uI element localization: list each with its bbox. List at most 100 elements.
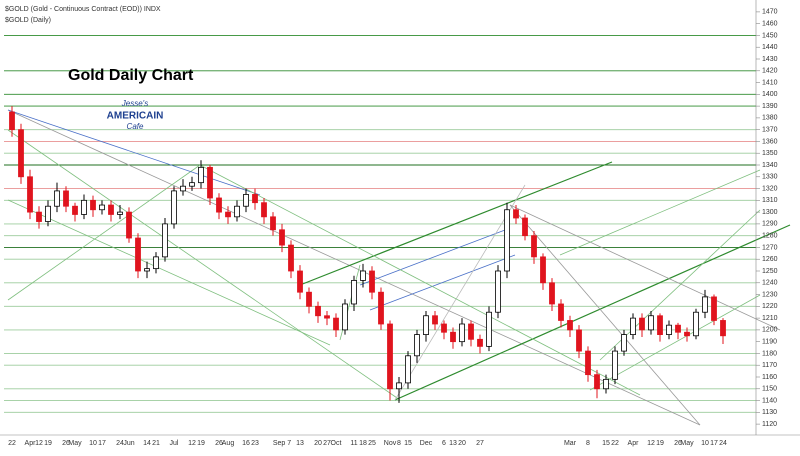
candle-body — [657, 315, 663, 335]
x-tick-label: 14 — [143, 440, 151, 447]
candle-body — [522, 217, 528, 237]
y-tick-label: 1240 — [762, 280, 778, 287]
x-tick-label: 24 — [116, 440, 124, 447]
x-tick-label: Dec — [420, 440, 433, 447]
candle-body — [504, 209, 510, 272]
trendline — [394, 184, 526, 401]
y-tick-label: 1290 — [762, 221, 778, 228]
candle-body — [513, 209, 519, 219]
candle-body — [207, 166, 213, 199]
trendline — [509, 204, 701, 426]
y-tick-label: 1150 — [762, 386, 777, 393]
candle-body — [720, 320, 726, 337]
y-tick-label: 1320 — [762, 185, 778, 192]
level-lines — [4, 34, 756, 413]
x-tick-label: 18 — [359, 440, 367, 447]
trendline — [559, 169, 761, 256]
candle-body — [288, 244, 294, 272]
x-tick-label: 27 — [323, 440, 331, 447]
candle-body — [630, 317, 636, 336]
candle-body — [153, 256, 159, 270]
trendline — [7, 129, 401, 401]
x-tick-label: 8 — [397, 440, 401, 447]
candle-body — [171, 190, 177, 225]
x-tick-label: May — [680, 440, 694, 447]
candle-body — [54, 190, 60, 207]
y-tick-label: 1270 — [762, 244, 778, 251]
candle-body — [189, 182, 195, 187]
y-tick-label: 1130 — [762, 409, 777, 416]
x-tick-label: 11 — [350, 440, 357, 447]
y-tick-label: 1230 — [762, 291, 778, 298]
trendline — [394, 224, 791, 401]
candle-body — [450, 331, 456, 343]
candle-body — [198, 166, 204, 184]
x-tick-label: 26 — [62, 440, 70, 447]
candle-body — [684, 331, 690, 337]
candle-body — [468, 323, 474, 340]
x-tick-label: 15 — [404, 440, 412, 447]
y-tick-label: 1140 — [762, 397, 777, 404]
x-tick-label: Apr — [25, 440, 37, 447]
candle-body — [702, 296, 708, 313]
candle-body — [225, 211, 231, 218]
x-tick-label: Oct — [331, 440, 342, 447]
candle-body — [441, 323, 447, 333]
candle-body — [432, 315, 438, 325]
y-tick-label: 1120 — [762, 421, 777, 428]
trendline — [7, 109, 261, 196]
candle-body — [648, 315, 654, 331]
y-tick-label: 1430 — [762, 56, 778, 63]
logo: Jesse's AMERICAIN Cafe — [107, 99, 164, 131]
x-tick-label: 12 — [647, 440, 655, 447]
x-tick-label: 19 — [197, 440, 205, 447]
y-tick-label: 1210 — [762, 315, 778, 322]
candle-body — [603, 378, 609, 390]
candle-body — [396, 382, 402, 390]
candle-body — [261, 202, 267, 218]
candle-body — [306, 291, 312, 307]
y-tick-label: 1340 — [762, 162, 778, 169]
x-tick-label: 26 — [215, 440, 223, 447]
y-tick-label: 1370 — [762, 127, 778, 134]
x-tick-label: Apr — [628, 440, 640, 447]
x-tick-label: 6 — [442, 440, 446, 447]
candle-body — [495, 270, 501, 313]
x-tick-label: Mar — [564, 440, 577, 447]
candle-body — [216, 197, 222, 213]
y-tick-label: 1450 — [762, 32, 778, 39]
candle-body — [414, 334, 420, 357]
x-tick-label: 25 — [368, 440, 376, 447]
candle-body — [36, 211, 42, 222]
candle-body — [612, 350, 618, 380]
candle-body — [378, 291, 384, 325]
y-tick-label: 1390 — [762, 103, 778, 110]
y-tick-label: 1180 — [762, 350, 777, 357]
candle-body — [18, 129, 24, 178]
candle-body — [360, 270, 366, 281]
candle-body — [342, 303, 348, 331]
trendline — [7, 199, 331, 346]
candle-body — [549, 282, 555, 305]
candle-body — [585, 350, 591, 376]
x-tick-label: 27 — [476, 440, 484, 447]
symbol-title: $GOLD (Gold - Continuous Contract (EOD))… — [5, 6, 161, 13]
candle-body — [180, 185, 186, 192]
candle-body — [540, 256, 546, 284]
candle-body — [324, 315, 330, 319]
x-tick-label: 16 — [242, 440, 250, 447]
candle-body — [126, 211, 132, 239]
chart-title: Gold Daily Chart — [68, 67, 194, 84]
x-tick-label: 17 — [710, 440, 718, 447]
candle-body — [270, 216, 276, 231]
x-tick-label: 12 — [35, 440, 43, 447]
x-tick-label: 17 — [98, 440, 106, 447]
y-tick-label: 1220 — [762, 303, 778, 310]
y-tick-label: 1380 — [762, 115, 778, 122]
y-tick-label: 1350 — [762, 150, 778, 157]
candle-body — [576, 329, 582, 352]
x-tick-label: 26 — [674, 440, 682, 447]
y-tick-label: 1440 — [762, 44, 778, 51]
